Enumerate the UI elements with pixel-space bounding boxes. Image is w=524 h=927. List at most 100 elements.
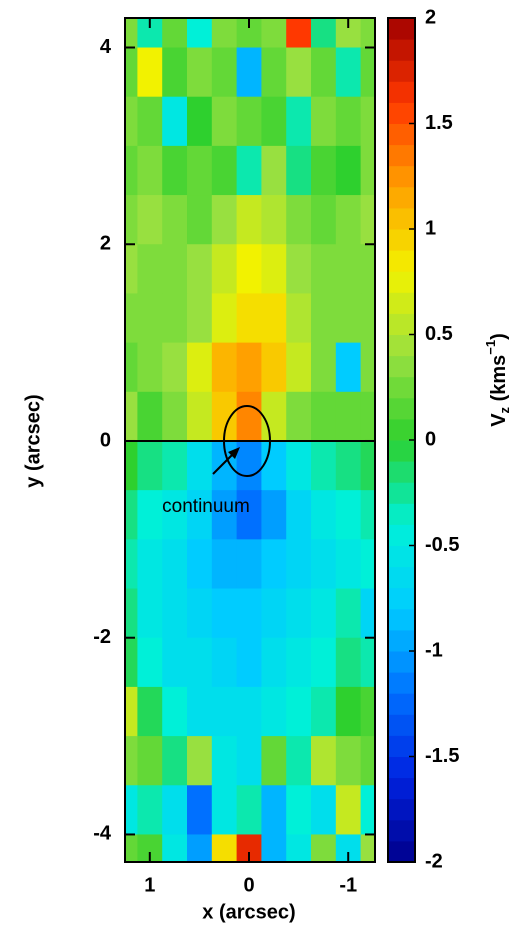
cell: [311, 145, 337, 196]
colorbar-band: [388, 355, 415, 378]
colorbar-band: [388, 165, 415, 188]
cell: [286, 18, 312, 49]
cell: [187, 293, 213, 344]
cell: [187, 440, 213, 491]
colorbar-band: [388, 756, 415, 779]
cell: [187, 637, 213, 688]
colorbar-band: [388, 840, 415, 863]
colorbar-band: [388, 819, 415, 842]
colorbar-band: [388, 229, 415, 251]
cell: [261, 293, 287, 344]
cell: [360, 96, 375, 147]
cell: [187, 342, 213, 393]
cell: [360, 293, 375, 344]
cell: [137, 342, 163, 393]
cell: [187, 244, 213, 295]
cell: [236, 539, 263, 590]
y-tick-label: 0: [100, 429, 111, 451]
cell: [162, 686, 188, 737]
cell: [360, 244, 375, 295]
cell: [261, 47, 287, 98]
colorbar-band: [388, 81, 415, 103]
colorbar-tick-label: -1.5: [425, 745, 459, 767]
cell: [261, 785, 287, 836]
colorbar-band: [388, 566, 415, 589]
cell: [137, 588, 163, 639]
cell: [236, 440, 263, 491]
x-tick-label: 0: [243, 874, 254, 896]
cell: [236, 145, 263, 196]
cell: [211, 145, 238, 196]
colorbar-label-part: −1: [483, 340, 498, 355]
cell: [360, 490, 375, 540]
colorbar-label-part: (kms: [488, 355, 510, 407]
cell: [311, 440, 337, 491]
colorbar-band: [388, 798, 415, 821]
cell: [162, 490, 188, 540]
cell: [125, 195, 139, 245]
colorbar-band: [388, 250, 415, 272]
colorbar-band: [388, 186, 415, 209]
colorbar-label-part: z: [497, 406, 512, 413]
colorbar-band: [388, 102, 415, 124]
cell: [211, 18, 238, 49]
cell: [187, 785, 213, 836]
cell: [211, 686, 238, 737]
cell: [125, 588, 139, 639]
cell: [137, 736, 163, 786]
y-tick-label: -2: [93, 626, 111, 648]
cell: [311, 785, 337, 836]
cell: [335, 391, 362, 442]
cell: [311, 834, 337, 862]
cell: [137, 391, 163, 442]
colorbar-band: [388, 714, 415, 736]
colorbar-band: [388, 376, 415, 399]
cell: [211, 539, 238, 590]
cell: [286, 342, 312, 393]
cell: [360, 539, 375, 590]
colorbar-tick-label: 1: [425, 217, 436, 239]
cell: [162, 637, 188, 688]
cell: [335, 637, 362, 688]
cell: [137, 440, 163, 491]
cell: [125, 490, 139, 540]
cell: [211, 244, 238, 295]
cell: [286, 244, 312, 295]
cell: [187, 96, 213, 147]
cell: [137, 47, 163, 98]
cell: [187, 391, 213, 442]
cell: [236, 342, 263, 393]
cell: [162, 293, 188, 344]
cell: [137, 244, 163, 295]
annotation: continuum: [162, 496, 250, 517]
cell: [311, 686, 337, 737]
cell: [125, 785, 139, 836]
cell: [360, 686, 375, 737]
cell: [125, 539, 139, 590]
colorbar-band: [388, 144, 415, 167]
cell: [360, 588, 375, 639]
cell: [335, 96, 362, 147]
cell: [261, 588, 287, 639]
cell: [211, 637, 238, 688]
cell: [211, 736, 238, 786]
cell: [162, 96, 188, 147]
cell: [162, 195, 188, 245]
cell: [311, 391, 337, 442]
cell: [335, 588, 362, 639]
cell: [261, 539, 287, 590]
cell: [125, 244, 139, 295]
cell: [311, 588, 337, 639]
cell: [286, 834, 312, 862]
colorbar-band: [388, 482, 415, 504]
colorbar-tick-label: 0: [425, 428, 436, 450]
cell: [125, 145, 139, 196]
cell: [236, 96, 263, 147]
cell: [286, 736, 312, 786]
x-axis-label: x (arcsec): [202, 901, 295, 923]
cell: [236, 293, 263, 344]
cell: [360, 785, 375, 836]
cell: [162, 47, 188, 98]
cell: [311, 293, 337, 344]
